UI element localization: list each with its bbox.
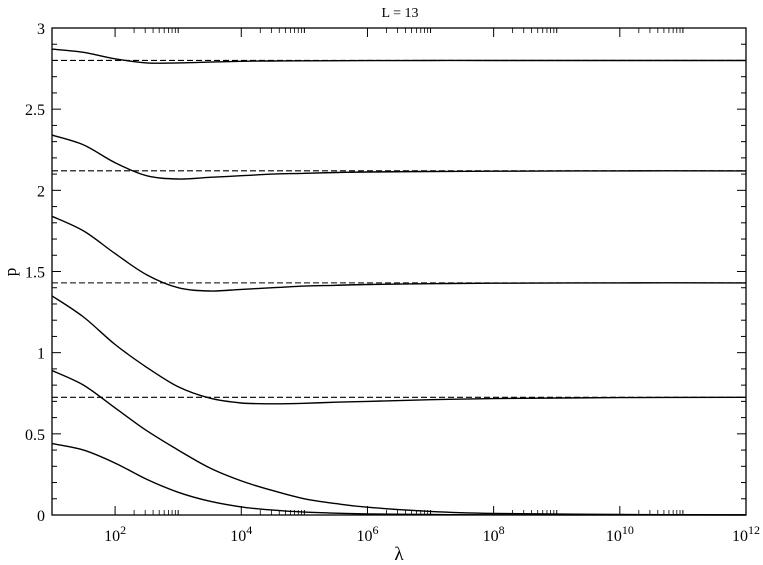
reference-lines [52, 59, 746, 398]
y-tick-label: 2.5 [25, 102, 45, 119]
x-tick-label: 102 [104, 523, 126, 545]
x-axis-label: λ [394, 544, 404, 565]
axis-ticks [51, 27, 747, 516]
x-tick-label: 106 [356, 523, 378, 545]
series-line [51, 369, 747, 516]
y-tick-label: 3 [37, 21, 45, 38]
y-tick-labels: 0 0.5 1 1.5 2 2.5 3 [25, 21, 45, 525]
series-line [51, 442, 747, 516]
x-tick-labels: 102 104 106 108 1010 1012 [104, 523, 760, 545]
series-lines [51, 48, 747, 516]
series-line [51, 134, 747, 180]
y-tick-label: 1 [37, 346, 45, 363]
x-tick-label: 108 [483, 523, 505, 545]
series-line [51, 215, 747, 292]
y-tick-label: 1.5 [25, 265, 45, 282]
plot-frame [51, 27, 747, 516]
chart-title: L = 13 [382, 6, 419, 21]
x-tick-label: 1012 [732, 523, 760, 545]
x-tick-label: 104 [230, 523, 252, 545]
y-tick-label: 0.5 [25, 427, 45, 444]
y-tick-label: 0 [37, 508, 45, 525]
x-tick-label: 1010 [606, 523, 634, 545]
y-tick-label: 2 [37, 183, 45, 200]
series-line [51, 48, 746, 64]
series-line [51, 295, 747, 405]
y-axis-label: p [1, 268, 20, 277]
